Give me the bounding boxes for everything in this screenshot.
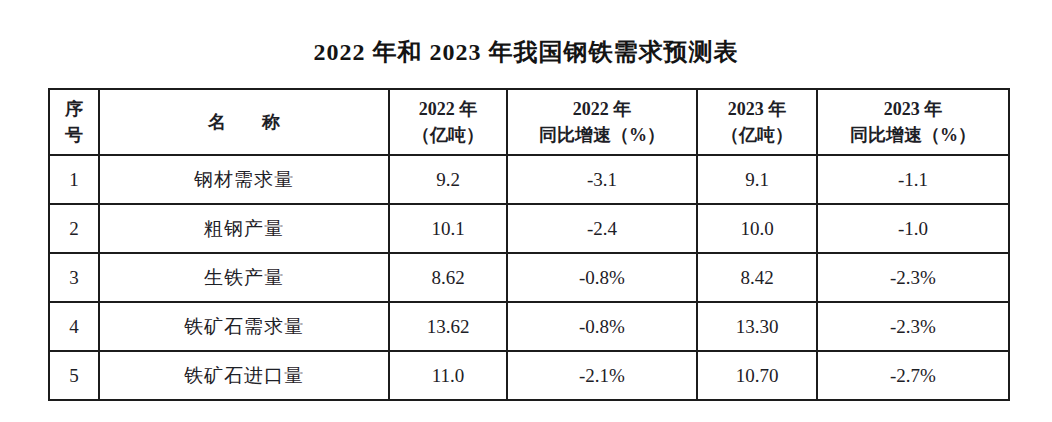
cell-serial: 2 (49, 204, 99, 253)
header-2022-amount-line1: 2022 年 (390, 96, 506, 122)
header-2022-amount: 2022 年 （亿吨） (389, 89, 507, 155)
cell-2022-amount: 11.0 (389, 351, 507, 400)
header-serial-line2: 号 (50, 122, 98, 148)
cell-name: 钢材需求量 (99, 155, 389, 204)
cell-2023-amount: 10.0 (697, 204, 817, 253)
header-2022-growth-line2: 同比增速（%） (508, 122, 696, 148)
header-name: 名 称 (99, 89, 389, 155)
table-header: 序 号 名 称 2022 年 （亿吨） 2022 年 同比增速（%） 2023 … (49, 89, 1009, 155)
document-page: 2022 年和 2023 年我国钢铁需求预测表 序 号 名 称 2022 年 （… (0, 0, 1052, 422)
header-name-label: 名 称 (100, 109, 388, 135)
cell-2022-growth: -0.8% (507, 302, 697, 351)
cell-name: 粗钢产量 (99, 204, 389, 253)
cell-name: 铁矿石需求量 (99, 302, 389, 351)
cell-2023-amount: 13.30 (697, 302, 817, 351)
table-row: 2 粗钢产量 10.1 -2.4 10.0 -1.0 (49, 204, 1009, 253)
cell-2022-growth: -3.1 (507, 155, 697, 204)
header-2023-amount-line1: 2023 年 (698, 96, 816, 122)
table-row: 4 铁矿石需求量 13.62 -0.8% 13.30 -2.3% (49, 302, 1009, 351)
table-row: 5 铁矿石进口量 11.0 -2.1% 10.70 -2.7% (49, 351, 1009, 400)
header-serial-line1: 序 (50, 96, 98, 122)
cell-2023-growth: -2.3% (817, 302, 1009, 351)
header-2023-growth-line1: 2023 年 (818, 96, 1008, 122)
header-2022-growth-line1: 2022 年 (508, 96, 696, 122)
cell-2023-growth: -2.3% (817, 253, 1009, 302)
table-row: 3 生铁产量 8.62 -0.8% 8.42 -2.3% (49, 253, 1009, 302)
cell-2023-amount: 10.70 (697, 351, 817, 400)
cell-2022-amount: 10.1 (389, 204, 507, 253)
header-2023-amount: 2023 年 （亿吨） (697, 89, 817, 155)
cell-2022-amount: 9.2 (389, 155, 507, 204)
cell-2023-amount: 9.1 (697, 155, 817, 204)
table-row: 1 钢材需求量 9.2 -3.1 9.1 -1.1 (49, 155, 1009, 204)
header-2022-growth: 2022 年 同比增速（%） (507, 89, 697, 155)
header-serial-number: 序 号 (49, 89, 99, 155)
cell-2023-growth: -2.7% (817, 351, 1009, 400)
cell-2023-amount: 8.42 (697, 253, 817, 302)
cell-2022-growth: -0.8% (507, 253, 697, 302)
table-title: 2022 年和 2023 年我国钢铁需求预测表 (0, 36, 1052, 68)
header-row: 序 号 名 称 2022 年 （亿吨） 2022 年 同比增速（%） 2023 … (49, 89, 1009, 155)
header-2023-growth: 2023 年 同比增速（%） (817, 89, 1009, 155)
header-2023-amount-line2: （亿吨） (698, 122, 816, 148)
cell-2022-amount: 8.62 (389, 253, 507, 302)
table-body: 1 钢材需求量 9.2 -3.1 9.1 -1.1 2 粗钢产量 10.1 -2… (49, 155, 1009, 400)
header-2023-growth-line2: 同比增速（%） (818, 122, 1008, 148)
cell-2022-amount: 13.62 (389, 302, 507, 351)
cell-2023-growth: -1.0 (817, 204, 1009, 253)
cell-name: 生铁产量 (99, 253, 389, 302)
cell-2023-growth: -1.1 (817, 155, 1009, 204)
cell-serial: 4 (49, 302, 99, 351)
cell-serial: 1 (49, 155, 99, 204)
cell-serial: 5 (49, 351, 99, 400)
cell-2022-growth: -2.1% (507, 351, 697, 400)
cell-serial: 3 (49, 253, 99, 302)
cell-2022-growth: -2.4 (507, 204, 697, 253)
header-2022-amount-line2: （亿吨） (390, 122, 506, 148)
cell-name: 铁矿石进口量 (99, 351, 389, 400)
steel-demand-forecast-table: 序 号 名 称 2022 年 （亿吨） 2022 年 同比增速（%） 2023 … (48, 88, 1010, 401)
